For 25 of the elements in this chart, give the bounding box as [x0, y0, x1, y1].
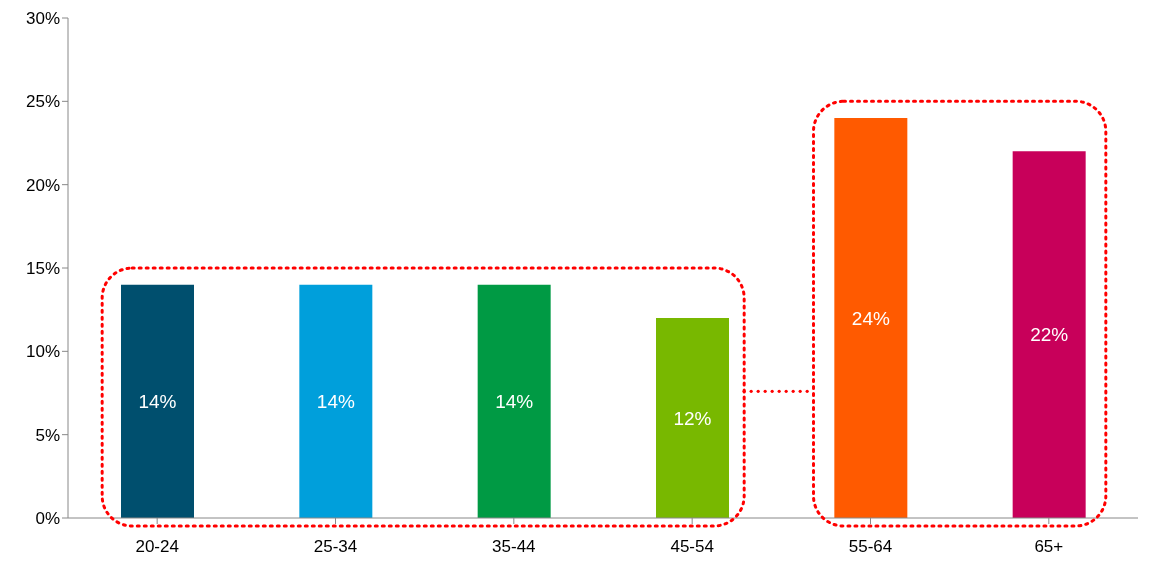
y-tick-label: 15% [25, 259, 60, 279]
x-tick-label: 25-34 [313, 537, 358, 557]
y-tick-label: 25% [25, 92, 60, 112]
data-label: 14% [316, 391, 355, 413]
x-tick-label: 45-54 [670, 537, 714, 557]
x-tick-label: 20-24 [135, 537, 179, 557]
data-label: 14% [138, 391, 177, 413]
data-label: 12% [673, 407, 712, 429]
x-tick-label: 55-64 [848, 537, 893, 557]
data-label: 14% [495, 391, 534, 413]
bar [477, 284, 551, 518]
bar [656, 318, 729, 518]
x-tick-label: 65+ [1034, 537, 1064, 557]
y-tick-label: 5% [35, 425, 60, 445]
y-tick-label: 0% [35, 509, 60, 529]
y-tick-label: 20% [25, 175, 60, 195]
bar [121, 284, 194, 518]
y-tick-label: 30% [25, 9, 60, 29]
bar [1012, 151, 1086, 518]
data-label: 22% [1030, 324, 1069, 346]
bar [299, 284, 373, 518]
x-tick-label: 35-44 [492, 537, 536, 557]
y-tick-label: 10% [25, 342, 60, 362]
bar [834, 118, 908, 518]
data-label: 24% [851, 307, 890, 329]
